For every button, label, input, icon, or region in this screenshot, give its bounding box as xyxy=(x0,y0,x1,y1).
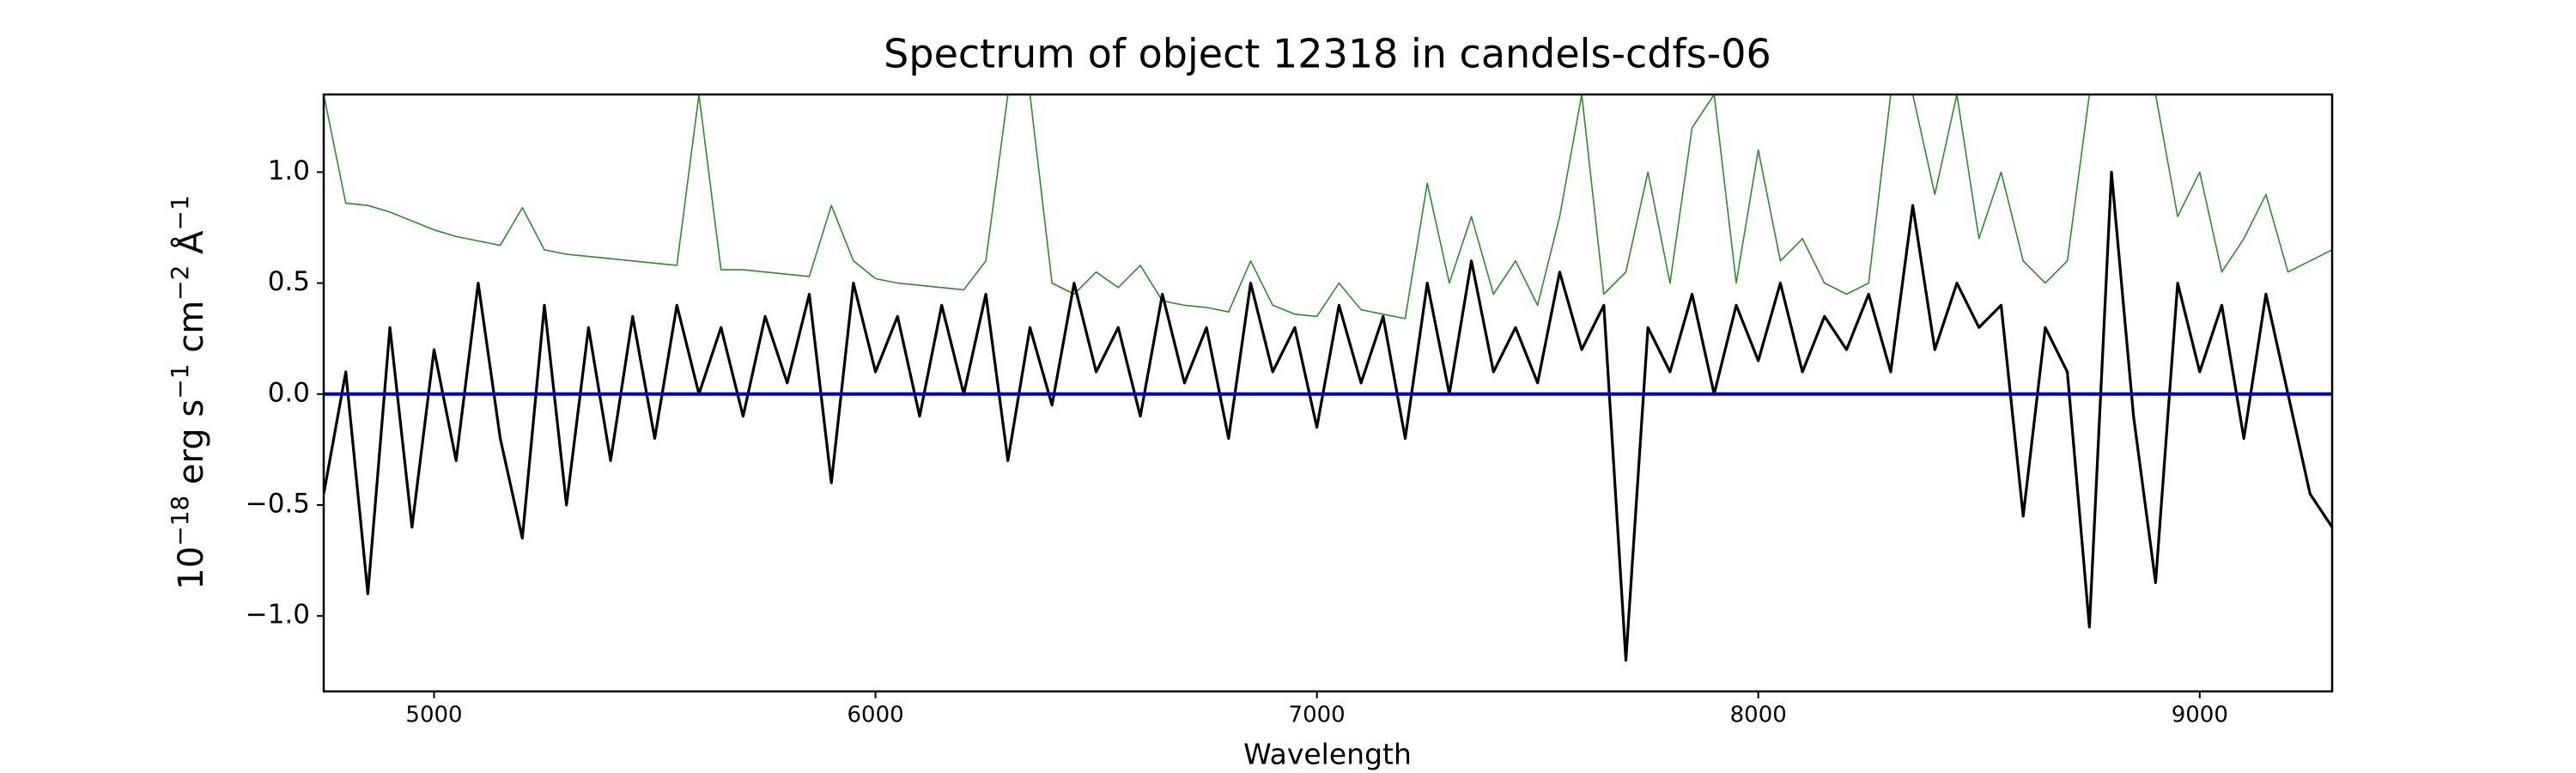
y-label-part: erg s xyxy=(172,399,211,496)
y-label-superscript: −18 xyxy=(166,496,194,546)
x-tick-label: 6000 xyxy=(847,703,903,728)
x-tick-label: 9000 xyxy=(2172,703,2228,728)
y-label-part: Å xyxy=(170,230,211,265)
y-label-superscript: −1 xyxy=(166,364,194,399)
x-axis-label: Wavelength xyxy=(1243,738,1412,771)
y-tick-label: −1.0 xyxy=(246,600,310,630)
y-tick-label: 0.5 xyxy=(268,266,310,297)
y-label-superscript: −2 xyxy=(166,265,194,301)
plot-area xyxy=(324,94,2332,662)
y-label-superscript: −1 xyxy=(166,195,194,230)
x-tick-label: 5000 xyxy=(405,703,462,728)
y-label-part: 10 xyxy=(172,546,211,590)
y-tick-label: 0.0 xyxy=(268,377,310,408)
x-tick-label: 7000 xyxy=(1289,703,1346,728)
plot-frame xyxy=(322,93,2334,693)
spectrum-line xyxy=(324,94,2332,320)
spectrum-line xyxy=(324,170,2332,662)
y-label-part: cm xyxy=(172,301,211,364)
y-axis-label: 10−18 erg s−1 cm−2 Å−1 xyxy=(166,195,211,590)
y-tick-label: 1.0 xyxy=(268,155,310,186)
x-tick-label: 8000 xyxy=(1730,703,1787,728)
chart-title: Spectrum of object 12318 in candels-cdfs… xyxy=(884,31,1771,77)
y-tick-label: −0.5 xyxy=(246,488,310,519)
